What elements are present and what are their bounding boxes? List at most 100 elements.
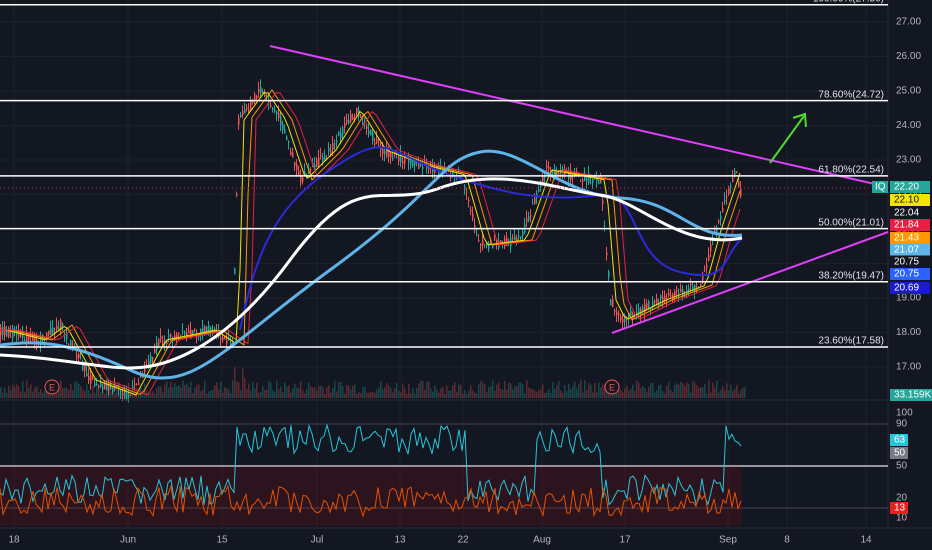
- price-badge-label: 33.159K: [894, 390, 932, 401]
- volume-bar: [506, 389, 508, 398]
- candle-body: [592, 178, 594, 184]
- volume-bar: [684, 386, 686, 398]
- volume-bar: [32, 391, 34, 398]
- volume-bar: [222, 392, 224, 398]
- volume-bar: [718, 392, 720, 398]
- volume-bar: [418, 383, 420, 398]
- candle-body: [164, 339, 166, 344]
- volume-bar: [392, 392, 394, 398]
- volume-bar: [80, 386, 82, 398]
- volume-bar: [280, 386, 282, 398]
- volume-bar: [88, 390, 90, 398]
- candle-body: [224, 335, 226, 340]
- volume-bar: [582, 392, 584, 398]
- candle-body: [596, 177, 598, 181]
- candle-body: [82, 361, 84, 371]
- candle-body: [114, 385, 116, 390]
- volume-bar: [548, 389, 550, 398]
- candle-body: [532, 203, 534, 205]
- arrow: [769, 112, 807, 164]
- volume-bar: [572, 385, 574, 398]
- candle-body: [386, 148, 388, 157]
- volume-bar: [406, 393, 408, 398]
- candle-body: [410, 160, 412, 166]
- volume-bar: [672, 392, 674, 398]
- candle-body: [556, 171, 558, 176]
- candle-body: [612, 299, 614, 307]
- candle-body: [730, 185, 732, 187]
- volume-bar: [234, 366, 236, 398]
- volume-bar: [320, 385, 322, 398]
- price-badge-label: 21.84: [894, 220, 919, 231]
- volume-bar: [300, 381, 302, 398]
- volume-bar: [66, 387, 68, 398]
- volume-bar: [232, 380, 234, 398]
- volume-bar: [432, 391, 434, 398]
- candle-body: [130, 394, 132, 396]
- candle-body: [656, 298, 658, 304]
- candle-body: [270, 105, 272, 107]
- candle-body: [380, 147, 382, 150]
- volume-bar: [602, 384, 604, 398]
- volume-bar: [244, 377, 246, 398]
- candle-body: [68, 343, 70, 345]
- volume-bar: [538, 390, 540, 398]
- candle-body: [264, 93, 266, 97]
- price-badge-label: 22.10: [894, 195, 919, 206]
- volume-bar: [104, 393, 106, 398]
- volume-bar: [568, 384, 570, 398]
- fib-label: 50.00%(21.01): [818, 217, 884, 228]
- candle-body: [274, 109, 276, 112]
- candle-body: [108, 383, 110, 391]
- candle-body: [738, 181, 740, 188]
- volume-bar: [218, 389, 220, 398]
- volume-bar: [662, 391, 664, 398]
- volume-bar: [496, 384, 498, 398]
- volume-bar: [482, 381, 484, 398]
- volume-bar: [688, 384, 690, 398]
- candle-body: [56, 325, 58, 330]
- volume-bar: [114, 392, 116, 398]
- volume-bar: [142, 389, 144, 398]
- price-badge: [890, 389, 932, 401]
- price-tick-label: 18.00: [896, 327, 921, 338]
- candle-body: [668, 292, 670, 296]
- volume-bar: [404, 388, 406, 398]
- volume-bar: [200, 391, 202, 398]
- volume-bar: [730, 384, 732, 398]
- candle-body: [300, 176, 302, 183]
- candle-body: [720, 215, 722, 220]
- volume-bar: [236, 381, 238, 398]
- candle-body: [732, 177, 734, 182]
- candle-body: [548, 166, 550, 169]
- candle-body: [684, 295, 686, 297]
- volume-bar: [620, 389, 622, 398]
- candle-body: [468, 199, 470, 202]
- indicator-tick-label: 20: [896, 493, 908, 504]
- volume-bar: [638, 382, 640, 398]
- volume-bar: [64, 387, 66, 398]
- candle-body: [352, 117, 354, 121]
- candle-body: [434, 169, 436, 174]
- candle-body: [722, 208, 724, 213]
- volume-bar: [380, 381, 382, 398]
- candle-body: [360, 115, 362, 119]
- volume-bar: [596, 392, 598, 398]
- volume-bar: [34, 387, 36, 398]
- volume-bar: [626, 385, 628, 398]
- volume-bar: [670, 389, 672, 398]
- volume-bar: [40, 389, 42, 398]
- volume-bar: [574, 381, 576, 398]
- volume-bar: [430, 388, 432, 398]
- candle-body: [22, 331, 24, 338]
- volume-bar: [238, 382, 240, 398]
- candle-body: [696, 286, 698, 288]
- volume-bar: [190, 381, 192, 398]
- price-tick-label: 26.00: [896, 51, 921, 62]
- candle-body: [102, 387, 104, 390]
- candle-body: [408, 157, 410, 163]
- volume-bar: [686, 382, 688, 398]
- candle-body: [516, 238, 518, 244]
- volume-bar: [564, 385, 566, 398]
- volume-bar: [590, 384, 592, 398]
